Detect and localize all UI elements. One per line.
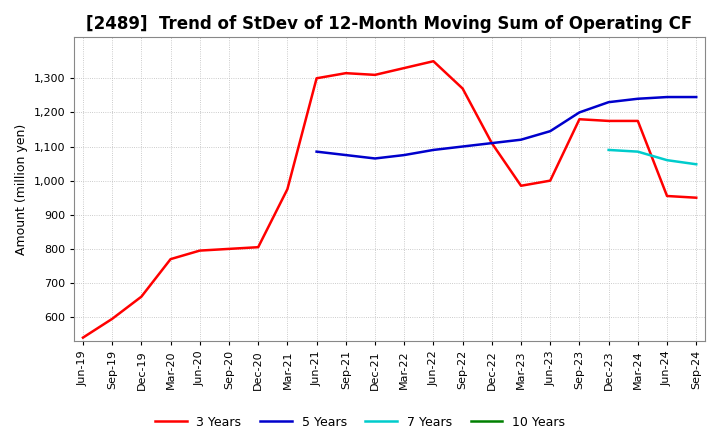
Line: 7 Years: 7 Years — [608, 150, 696, 164]
3 Years — [546, 178, 554, 183]
3 Years — [166, 257, 175, 262]
3 Years — [254, 245, 263, 250]
5 Years — [634, 96, 642, 101]
5 Years — [341, 152, 350, 158]
7 Years — [662, 158, 671, 163]
5 Years — [429, 147, 438, 153]
3 Years — [78, 335, 87, 340]
5 Years — [604, 99, 613, 105]
3 Years — [137, 294, 145, 299]
3 Years — [371, 72, 379, 77]
3 Years — [312, 76, 321, 81]
3 Years — [517, 183, 526, 188]
5 Years — [371, 156, 379, 161]
3 Years — [225, 246, 233, 252]
3 Years — [341, 70, 350, 76]
3 Years — [429, 59, 438, 64]
5 Years — [662, 95, 671, 100]
Title: [2489]  Trend of StDev of 12-Month Moving Sum of Operating CF: [2489] Trend of StDev of 12-Month Moving… — [86, 15, 693, 33]
Line: 3 Years: 3 Years — [83, 61, 696, 337]
7 Years — [692, 161, 701, 167]
5 Years — [459, 144, 467, 149]
3 Years — [195, 248, 204, 253]
5 Years — [312, 149, 321, 154]
5 Years — [692, 95, 701, 100]
5 Years — [517, 137, 526, 143]
7 Years — [604, 147, 613, 153]
3 Years — [400, 66, 408, 71]
5 Years — [546, 128, 554, 134]
Line: 5 Years: 5 Years — [317, 97, 696, 158]
3 Years — [692, 195, 701, 200]
5 Years — [487, 140, 496, 146]
3 Years — [634, 118, 642, 124]
3 Years — [487, 140, 496, 146]
Legend: 3 Years, 5 Years, 7 Years, 10 Years: 3 Years, 5 Years, 7 Years, 10 Years — [150, 411, 570, 434]
Y-axis label: Amount (million yen): Amount (million yen) — [15, 124, 28, 255]
3 Years — [575, 117, 584, 122]
7 Years — [634, 149, 642, 154]
3 Years — [283, 187, 292, 192]
3 Years — [459, 86, 467, 91]
3 Years — [108, 316, 117, 322]
5 Years — [400, 152, 408, 158]
3 Years — [604, 118, 613, 124]
5 Years — [575, 110, 584, 115]
3 Years — [662, 193, 671, 198]
